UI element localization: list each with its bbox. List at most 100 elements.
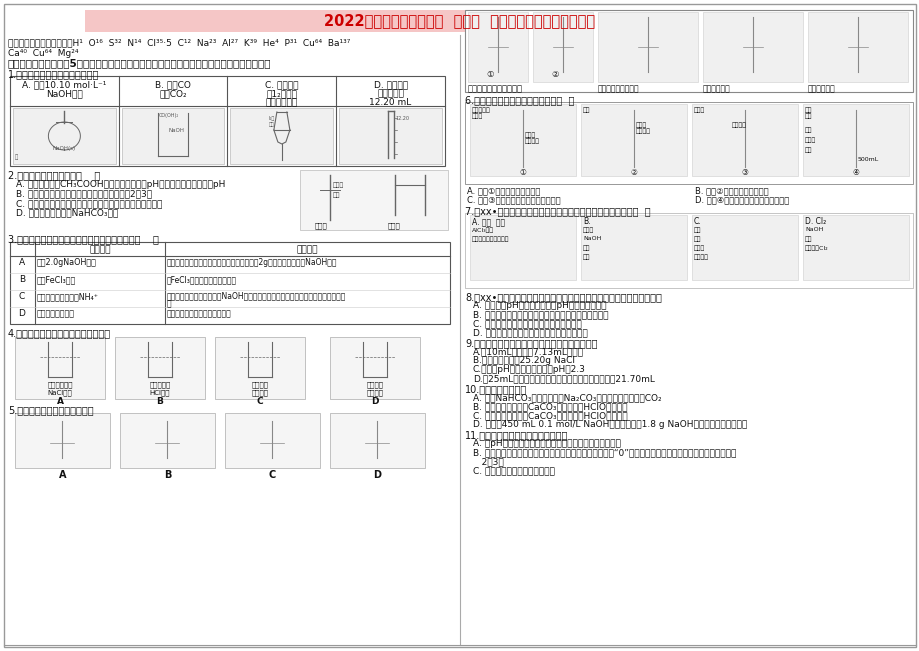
Text: 点燃: 点燃: [693, 227, 701, 232]
Text: 水层后的操作: 水层后的操作: [266, 98, 298, 107]
Bar: [468, 12, 528, 82]
Text: 切切: 切切: [804, 147, 811, 152]
Text: 500mL: 500mL: [857, 157, 879, 162]
Text: 二氧化锤: 二氧化锤: [693, 254, 709, 260]
Text: 常规: 常规: [804, 127, 811, 133]
Text: 前置装置: 前置装置: [366, 389, 383, 396]
Text: 8.（xx•水州三县）下列有关仪器使用方法或实验操作说法正确的是（）: 8.（xx•水州三县）下列有关仪器使用方法或实验操作说法正确的是（）: [464, 292, 661, 302]
Text: B. 中和滴定时，滴定管用所盛装的反应液润洯2～3次: B. 中和滴定时，滴定管用所盛装的反应液润洯2～3次: [16, 189, 152, 199]
Text: NaCl溶液: NaCl溶液: [48, 389, 73, 396]
Text: 中的CO₂: 中的CO₂: [159, 89, 187, 98]
Bar: [330, 413, 425, 468]
Bar: [15, 337, 105, 399]
Text: 12.20 mL: 12.20 mL: [369, 98, 412, 107]
Text: C.用广范pH试纸测得某溶液的pH为2.3: C.用广范pH试纸测得某溶液的pH为2.3: [472, 365, 585, 374]
Text: 验证铁的吸氧腐蚀: 验证铁的吸氧腐蚀: [37, 309, 75, 318]
Bar: [691, 215, 797, 280]
Text: 配制一定浓度: 配制一定浓度: [47, 381, 73, 387]
Bar: [802, 104, 908, 176]
Text: A. 用玻璃棒蒂取CH₃COOH溶液点在水湿润的pH试纸上，测定该溶液的pH: A. 用玻璃棒蒂取CH₃COOH溶液点在水湿润的pH试纸上，测定该溶液的pH: [16, 180, 225, 189]
Text: 实验操作: 实验操作: [297, 245, 318, 254]
Text: 分离酒精和水: 分离酒精和水: [807, 84, 834, 93]
Bar: [464, 213, 912, 288]
Text: NaOH: NaOH: [168, 128, 184, 133]
Text: C. 向蒸馏氯水中加入CaCO₃可使溶液中HClO浓度增大: C. 向蒸馏氯水中加入CaCO₃可使溶液中HClO浓度增大: [472, 411, 627, 420]
Text: 终点读数为: 终点读数为: [377, 89, 403, 98]
Text: D. 装置④为配制溶液过程中的定容操作: D. 装置④为配制溶液过程中的定容操作: [694, 195, 789, 204]
Text: AlCl₃溶液: AlCl₃溶液: [471, 227, 494, 232]
Text: 取少量试液于试管中，加入NaOH溶液并加热，用湿润的红色石蕊试纸检验产生的气: 取少量试液于试管中，加入NaOH溶液并加热，用湿润的红色石蕊试纸检验产生的气: [167, 291, 346, 300]
Bar: [581, 215, 686, 280]
Bar: [802, 215, 908, 280]
Text: 将FeCl₃固体溶解于适量蒸馏水: 将FeCl₃固体溶解于适量蒸馏水: [167, 275, 237, 284]
Text: D: D: [18, 309, 26, 318]
Text: A. 粗铝  纯铝: A. 粗铝 纯铝: [471, 217, 505, 226]
Text: B. 酸碱滴定：从滴定管上口加入所要滴数的酸或碱溶液至“0”刻线，再将液体从滴定管下部放出，重复操作: B. 酸碱滴定：从滴定管上口加入所要滴数的酸或碱溶液至“0”刻线，再将液体从滴定…: [472, 448, 735, 457]
Text: 可使用到的相对原子质量：H¹  O¹⁶  S³²  N¹⁴  Cl³⁵·5  C¹²  Na²³  Al²⁷  K³⁹  He⁴  P³¹  Cu⁶⁴  Ba¹: 可使用到的相对原子质量：H¹ O¹⁶ S³² N¹⁴ Cl³⁵·5 C¹² Na…: [8, 38, 350, 47]
Bar: [464, 10, 912, 92]
Text: CO(OH)₂: CO(OH)₂: [159, 113, 179, 118]
Text: C: C: [268, 470, 276, 480]
Text: 乙醇: 乙醇: [583, 245, 590, 251]
Bar: [464, 102, 912, 184]
Text: 样气: 样气: [693, 236, 701, 242]
Text: 除去空气中: 除去空气中: [149, 381, 170, 387]
Bar: [300, 170, 448, 230]
Bar: [119, 413, 215, 468]
Text: 冷却水: 冷却水: [693, 107, 705, 113]
Text: 浓乙烯: 浓乙烯: [583, 227, 594, 232]
Text: B. 向蒸馏氯水中加入CaCO₃可使溶液中HClO浓度增大: B. 向蒸馏氯水中加入CaCO₃可使溶液中HClO浓度增大: [472, 402, 627, 411]
Text: B: B: [164, 470, 171, 480]
Text: 移取2.0gNaOH固体: 移取2.0gNaOH固体: [37, 258, 96, 267]
Text: 实验室制乙烯: 实验室制乙烯: [702, 84, 730, 93]
Text: 2022年高三化学二轮复习  作业卷  从实验走进化学（含解析）: 2022年高三化学二轮复习 作业卷 从实验走进化学（含解析）: [324, 14, 595, 29]
Text: C. 苯萍取碳: C. 苯萍取碳: [265, 80, 299, 89]
Text: 酸性: 酸性: [583, 254, 590, 260]
Text: 石灰水: 石灰水: [804, 137, 815, 143]
Text: B.用托盘天平称量25.20g NaCl: B.用托盘天平称量25.20g NaCl: [472, 356, 574, 365]
Text: 实验目的: 实验目的: [89, 245, 110, 254]
Text: ①: ①: [486, 70, 494, 79]
Text: 插水: 插水: [583, 107, 590, 113]
Text: B. 除去CO: B. 除去CO: [155, 80, 191, 89]
Text: D. 为配制450 mL 0.1 mol/L NaOH溶液，需称取1.8 g NaOH固体，应放在纸上称取: D. 为配制450 mL 0.1 mol/L NaOH溶液，需称取1.8 g N…: [472, 420, 746, 429]
Text: 饱和碳
酸钓溶液: 饱和碳 酸钓溶液: [525, 132, 539, 144]
Text: 一、选择题（本大题共5小题，在每小题给出的四个选项中，只有一个选项是符合题目要求的）: 一、选择题（本大题共5小题，在每小题给出的四个选项中，只有一个选项是符合题目要求…: [8, 58, 271, 68]
Text: C. 装置③可用于探究碳酸钓的热稳定性: C. 装置③可用于探究碳酸钓的热稳定性: [467, 195, 560, 204]
Text: A. 用湿润的pH试纸测定溶液的pH，测定结果偏小: A. 用湿润的pH试纸测定溶液的pH，测定结果偏小: [472, 301, 606, 310]
Text: B.: B.: [583, 217, 590, 226]
Bar: [597, 12, 698, 82]
Bar: [85, 10, 834, 32]
Text: 饱和碳
酸钓溶液: 饱和碳 酸钓溶液: [635, 122, 651, 134]
Text: 2.下列实验操作正确的是（    ）: 2.下列实验操作正确的是（ ）: [8, 170, 100, 180]
Text: B: B: [156, 397, 164, 406]
Text: A.用10mL量筒量取7.13mL稀盐酸: A.用10mL量筒量取7.13mL稀盐酸: [472, 347, 584, 356]
Text: ③: ③: [740, 168, 747, 177]
Text: 10.下列说法错误的是: 10.下列说法错误的是: [464, 384, 527, 394]
Text: A: A: [59, 470, 66, 480]
Text: 装置乙: 装置乙: [388, 222, 401, 229]
Text: A: A: [19, 258, 25, 267]
Text: C. 用瓷坤埚加热熴化碳酸钓固体: C. 用瓷坤埚加热熴化碳酸钓固体: [472, 466, 554, 475]
Bar: [115, 337, 205, 399]
Text: D. 记录滴定: D. 记录滴定: [373, 80, 407, 89]
Bar: [702, 12, 802, 82]
Text: NaOH: NaOH: [583, 236, 601, 241]
Text: ②: ②: [550, 70, 558, 79]
Text: 溶液: 溶液: [804, 236, 811, 242]
Bar: [339, 108, 441, 164]
Text: 5.下列实验装置或操作正确的是: 5.下列实验装置或操作正确的是: [8, 405, 94, 415]
Text: B: B: [19, 275, 25, 284]
Text: 7.（xx•西城区校级模拟）下列实验图示及有关描述正确的是（  ）: 7.（xx•西城区校级模拟）下列实验图示及有关描述正确的是（ ）: [464, 206, 650, 216]
Text: 4.下列操作或装置能达到实验目的的是: 4.下列操作或装置能达到实验目的的是: [8, 328, 111, 338]
Text: 2～3次: 2～3次: [472, 457, 504, 466]
Text: C. 托盘天平称量药品时，都应垫上滤纸称量: C. 托盘天平称量药品时，都应垫上滤纸称量: [472, 319, 581, 328]
Bar: [231, 108, 333, 164]
Text: C.: C.: [693, 217, 701, 226]
Bar: [470, 104, 575, 176]
Text: D. Cl₂: D. Cl₂: [804, 217, 825, 226]
Bar: [581, 104, 686, 176]
Text: ④: ④: [851, 168, 858, 177]
Text: D. 滴定管以及容量瓶在使用前应检查是否漏水: D. 滴定管以及容量瓶在使用前应检查是否漏水: [472, 328, 587, 337]
Text: 1.下列有关实验的选项正确的是：: 1.下列有关实验的选项正确的是：: [8, 69, 99, 79]
